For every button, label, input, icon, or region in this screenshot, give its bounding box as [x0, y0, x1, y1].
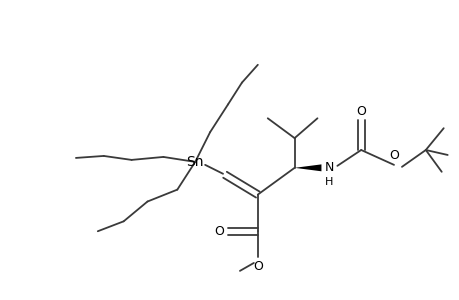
Polygon shape [294, 164, 321, 171]
Text: O: O [252, 260, 262, 273]
Text: Sn: Sn [186, 155, 203, 169]
Text: O: O [213, 225, 224, 238]
Text: H: H [325, 177, 333, 187]
Text: N: N [324, 161, 333, 174]
Text: O: O [388, 149, 398, 162]
Text: O: O [355, 105, 365, 118]
